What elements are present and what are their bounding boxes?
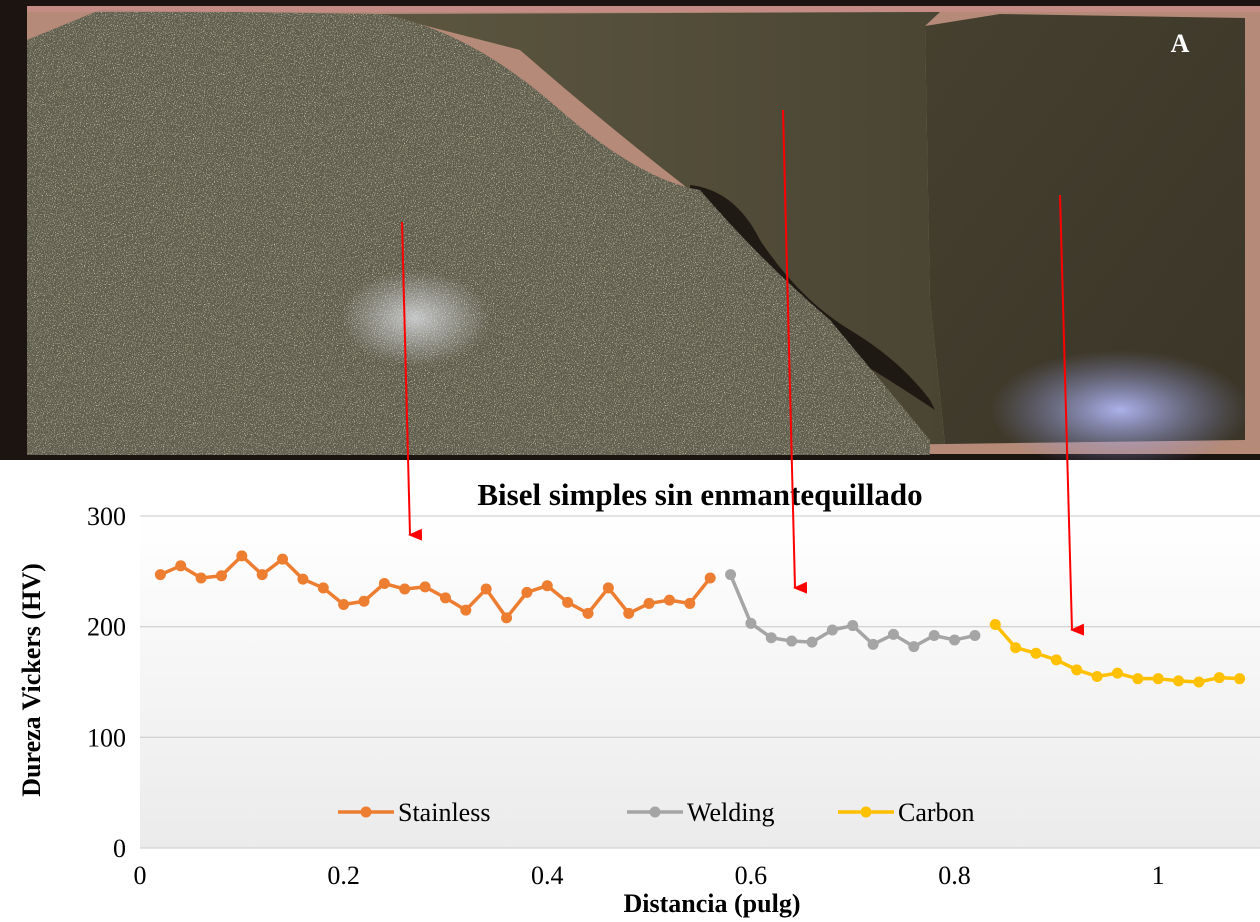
data-point-carbon xyxy=(1010,642,1022,654)
data-point-carbon xyxy=(1132,673,1144,685)
x-tick-label: 1 xyxy=(1152,861,1165,890)
data-point-stainless xyxy=(317,582,329,594)
data-point-welding xyxy=(847,620,859,632)
data-point-stainless xyxy=(297,573,309,585)
data-point-stainless xyxy=(215,570,227,582)
data-point-stainless xyxy=(460,604,472,616)
data-point-carbon xyxy=(1173,675,1185,687)
data-point-welding xyxy=(786,635,798,647)
data-point-stainless xyxy=(541,580,553,592)
y-tick-label: 300 xyxy=(87,502,126,531)
data-point-stainless xyxy=(154,569,166,581)
data-point-carbon xyxy=(1213,672,1225,684)
data-point-welding xyxy=(806,636,818,648)
data-point-welding xyxy=(725,569,737,581)
arrow-welding xyxy=(782,109,808,594)
data-point-stainless xyxy=(582,607,594,619)
data-point-stainless xyxy=(236,550,248,562)
data-point-stainless xyxy=(439,592,451,604)
data-point-welding xyxy=(969,630,981,642)
x-axis-ticks: 0 0.2 0.4 0.6 0.8 1 xyxy=(134,861,1165,890)
data-point-carbon xyxy=(1193,676,1205,688)
x-tick-label: 0.2 xyxy=(327,861,360,890)
data-point-welding xyxy=(826,624,838,636)
annotation-arrows xyxy=(401,109,1085,636)
data-point-stainless xyxy=(378,578,390,590)
data-point-stainless xyxy=(643,597,655,609)
legend-marker xyxy=(860,806,872,818)
data-point-stainless xyxy=(195,572,207,584)
data-point-welding xyxy=(867,638,879,650)
data-point-stainless xyxy=(277,553,289,565)
data-point-carbon xyxy=(1050,654,1062,666)
data-point-stainless xyxy=(480,583,492,595)
legend-label: Carbon xyxy=(898,798,975,827)
data-point-stainless xyxy=(399,583,411,595)
data-point-stainless xyxy=(338,599,350,611)
x-tick-label: 0.4 xyxy=(531,861,564,890)
data-point-welding xyxy=(765,632,777,644)
data-point-stainless xyxy=(419,581,431,593)
data-point-carbon xyxy=(1152,673,1164,685)
data-point-welding xyxy=(887,628,899,640)
y-tick-label: 100 xyxy=(87,723,126,752)
legend-label: Stainless xyxy=(398,798,490,827)
data-point-welding xyxy=(949,634,961,646)
photo-label: A xyxy=(1171,29,1190,58)
data-point-stainless xyxy=(256,569,268,581)
data-point-stainless xyxy=(501,612,513,624)
y-axis-ticks: 0 100 200 300 xyxy=(87,502,126,863)
data-point-carbon xyxy=(1111,667,1123,679)
data-point-stainless xyxy=(602,582,614,594)
data-point-carbon xyxy=(1091,670,1103,682)
arrow-carbon xyxy=(1059,194,1085,636)
legend-label: Welding xyxy=(687,798,774,827)
data-point-welding xyxy=(928,630,940,642)
data-point-stainless xyxy=(562,596,574,608)
plot-area xyxy=(140,516,1260,848)
data-point-carbon xyxy=(1071,664,1083,676)
legend-marker xyxy=(649,806,661,818)
y-tick-label: 200 xyxy=(87,613,126,642)
y-axis-label: Dureza Vickers (HV) xyxy=(17,563,46,796)
x-tick-label: 0.6 xyxy=(735,861,768,890)
arrow-stainless xyxy=(401,221,423,541)
data-point-welding xyxy=(745,617,757,629)
data-point-carbon xyxy=(1234,673,1246,685)
legend: Stainless Welding Carbon xyxy=(338,798,975,827)
legend-marker xyxy=(360,806,372,818)
data-point-welding xyxy=(908,641,920,653)
chart-title: Bisel simples sin enmantequillado xyxy=(477,477,922,512)
x-tick-label: 0.8 xyxy=(938,861,971,890)
x-axis-label: Distancia (pulg) xyxy=(624,889,801,918)
data-point-carbon xyxy=(1030,647,1042,659)
data-point-stainless xyxy=(623,607,635,619)
data-point-stainless xyxy=(684,597,696,609)
data-point-stainless xyxy=(358,595,370,607)
weld-macrograph: A xyxy=(0,0,1260,460)
y-tick-label: 0 xyxy=(113,834,126,863)
data-point-stainless xyxy=(521,586,533,598)
series-group xyxy=(154,550,1246,688)
x-tick-label: 0 xyxy=(134,861,147,890)
data-point-stainless xyxy=(663,594,675,606)
series-line-stainless xyxy=(159,554,712,620)
data-point-stainless xyxy=(704,572,716,584)
data-point-stainless xyxy=(175,560,187,572)
data-point-carbon xyxy=(989,618,1001,630)
